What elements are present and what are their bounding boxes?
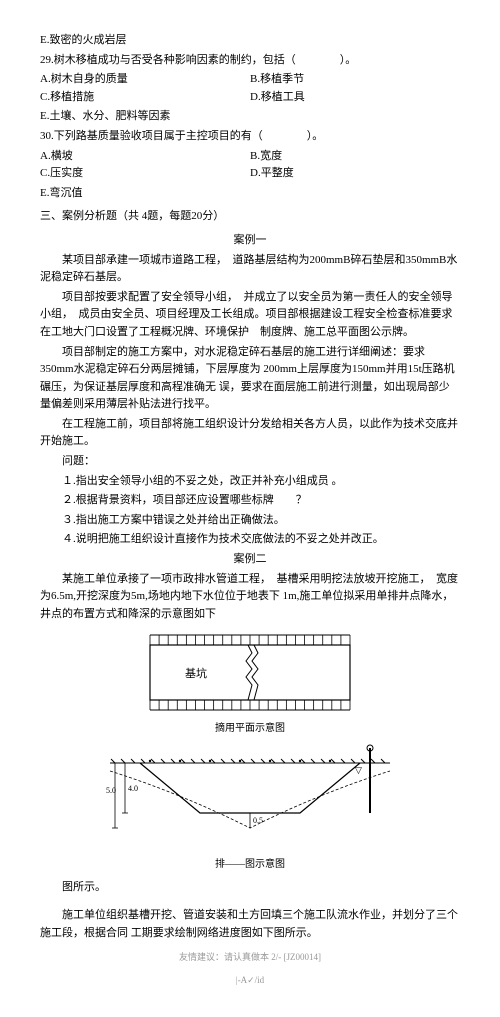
- fig1-caption: 摘用平面示意图: [40, 721, 460, 737]
- section-diagram: 5.0 4.0 0.5 ▽: [100, 743, 400, 853]
- q30-opt-a: A.横坡: [40, 148, 250, 166]
- plan-label: 基坑: [185, 666, 207, 680]
- q30-stem: 30.下列路基质量验收项目属于主控项目的有（ ）。: [40, 128, 460, 146]
- case1-p1: 某项目部承建一项城市道路工程， 道路基层结构为200mmB碎石垫层和350mmB…: [40, 252, 460, 287]
- svg-text:4.0: 4.0: [128, 784, 138, 793]
- svg-text:0.5: 0.5: [253, 816, 263, 825]
- q29-stem: 29.树木移植成功与否受各种影响因素的制约，包括（ ）。: [40, 52, 460, 70]
- case1-p2: 项目部按要求配置了安全领导小组， 并成立了以安全员为第一责任人的安全领导小组， …: [40, 289, 460, 342]
- case2-after-fig: 图所示。: [40, 879, 460, 897]
- opt-e: E.致密的火成岩层: [40, 32, 460, 50]
- q30-opt-b: B.宽度: [250, 148, 460, 166]
- plan-diagram: 基坑: [130, 627, 370, 717]
- case1-q-label: 问题：: [40, 453, 460, 471]
- svg-text:▽: ▽: [355, 765, 362, 775]
- case1-p3: 项目部制定的施工方案中，对水泥稳定碎石基层的施工进行详细阐述：要求 350mm水…: [40, 344, 460, 414]
- case2-title: 案例二: [40, 551, 460, 569]
- case2-p1: 某施工单位承接了一项市政排水管道工程， 基槽采用明挖法放坡开挖施工， 宽度为6.…: [40, 571, 460, 624]
- case2-p2: 施工单位组织基槽开挖、管道安装和土方回填三个施工队流水作业，并划分了三个施工段，…: [40, 907, 460, 942]
- q29-opt-e: E.土壤、水分、肥料等因素: [40, 108, 460, 126]
- q29-opt-d: D.移植工具: [250, 89, 460, 107]
- q30-opt-d: D.平整度: [250, 165, 460, 183]
- case1-p4: 在工程施工前，项目部将施工组织设计分发给相关各方人员，以此作为技术交底并开始施工…: [40, 416, 460, 451]
- q29-opt-a: A.树木自身的质量: [40, 71, 250, 89]
- case1-q4: ４.说明把施工组织设计直接作为技术交底做法的不妥之处并改正。: [40, 531, 460, 549]
- svg-text:5.0: 5.0: [106, 786, 116, 795]
- case1-q3: ３.指出施工方案中错误之处并给出正确做法。: [40, 512, 460, 530]
- footer-1: 友情建议：请认真做本 2/- [JZ00014]: [40, 950, 460, 964]
- section-3-title: 三、案例分析题（共 4题，每题20分）: [40, 208, 460, 226]
- case1-q2: ２.根据背景资料，项目部还应设置哪些标牌 ？: [40, 492, 460, 510]
- fig2-caption: 排——图示意图: [40, 857, 460, 873]
- q30-opt-e: E.弯沉值: [40, 185, 460, 203]
- case1-q1: １.指出安全领导小组的不妥之处，改正并补充小组成员 。: [40, 473, 460, 491]
- case1-title: 案例一: [40, 232, 460, 250]
- footer-2: |-A✓/id: [40, 973, 460, 987]
- q29-opt-b: B.移植季节: [250, 71, 460, 89]
- q29-opt-c: C.移植措施: [40, 89, 250, 107]
- q30-opt-c: C.压实度: [40, 165, 250, 183]
